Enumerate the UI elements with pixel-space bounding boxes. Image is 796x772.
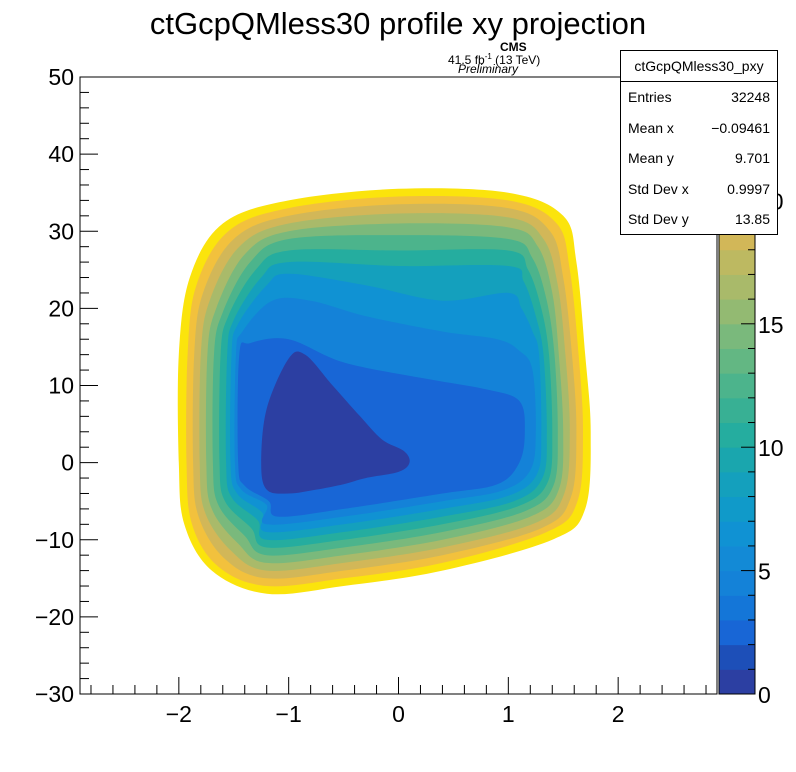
x-tick-label: −2: [166, 701, 192, 727]
stats-label: Mean y: [628, 150, 674, 166]
x-tick-label: 1: [502, 701, 515, 727]
z-tick-label: 5: [758, 559, 771, 585]
stats-label: Std Dev y: [628, 211, 689, 227]
palette-bin: [719, 545, 755, 572]
palette-bin: [719, 496, 755, 522]
stats-value: 13.85: [734, 211, 770, 227]
palette-bin: [719, 299, 755, 325]
contour-level-2: [261, 351, 410, 494]
y-tick-label: 50: [48, 64, 74, 90]
stats-value: 0.9997: [727, 180, 770, 197]
palette-bin: [719, 644, 755, 670]
y-tick-label: −30: [35, 681, 74, 707]
palette-bin: [719, 570, 755, 596]
y-tick-label: 0: [61, 450, 74, 476]
palette-bin: [719, 595, 755, 621]
stats-value: 9.701: [734, 150, 770, 166]
stats-value: −0.09461: [711, 119, 770, 136]
palette-bin: [719, 348, 755, 374]
stats-box: ctGcpQMless30_pxy Entries 32248 Mean x −0.0…: [620, 50, 778, 235]
z-tick-label: 15: [758, 312, 784, 338]
preliminary-label: Preliminary: [458, 62, 519, 76]
palette-bin: [719, 323, 755, 349]
palette-bin: [719, 521, 755, 547]
z-tick-label: 10: [758, 435, 784, 461]
stats-value: 32248: [731, 89, 770, 105]
stats-row: Std Dev y 13.85: [621, 204, 777, 235]
stats-label: Mean x: [628, 119, 674, 136]
palette-bin: [719, 249, 755, 275]
y-tick-label: 40: [48, 141, 74, 167]
palette-bin: [719, 397, 755, 424]
stats-box-title: ctGcpQMless30_pxy: [621, 51, 777, 82]
x-tick-label: 0: [392, 701, 405, 727]
palette-bin: [719, 447, 755, 473]
stats-row: Std Dev x 0.9997: [621, 174, 777, 205]
stats-label: Entries: [628, 89, 672, 105]
chart-title: ctGcpQMless30 profile xy projection: [149, 6, 647, 41]
palette-bin: [719, 373, 755, 399]
stats-row: Mean x −0.09461: [621, 113, 777, 144]
x-tick-label: −1: [276, 701, 302, 727]
palette-bin: [719, 669, 755, 695]
palette-bin: [719, 274, 755, 300]
palette-bin: [719, 422, 755, 448]
x-tick-label: 2: [612, 701, 625, 727]
y-tick-label: −20: [35, 604, 74, 630]
palette-bin: [719, 471, 755, 498]
cms-label: CMS: [500, 40, 527, 54]
stats-row: Mean y 9.701: [621, 143, 777, 174]
z-tick-label: 0: [758, 682, 771, 708]
stats-label: Std Dev x: [628, 180, 689, 197]
stats-row: Entries 32248: [621, 82, 777, 113]
y-tick-label: 20: [48, 295, 74, 321]
luminosity-label: 41.5 fb-1 (13 TeV): [448, 52, 541, 67]
y-tick-label: 10: [48, 373, 74, 399]
y-tick-label: −10: [35, 527, 74, 553]
y-tick-label: 30: [48, 218, 74, 244]
palette-bin: [719, 619, 755, 646]
